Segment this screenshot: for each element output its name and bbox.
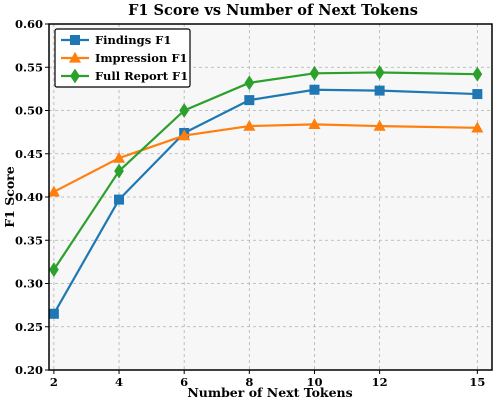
- legend: Findings F1 Impression F1 Full Report F1: [54, 28, 191, 88]
- chart-title: F1 Score vs Number of Next Tokens: [128, 2, 418, 19]
- data-point: [179, 103, 190, 118]
- y-tick-label: 0.45: [15, 147, 43, 161]
- data-point: [472, 66, 483, 82]
- axis-ticks: 2 4 6 8 10 12 15 0.20 0.25 0.30 0.35 0.40 0.45 0.50 0.…: [15, 17, 485, 389]
- y-tick-label: 0.20: [15, 363, 43, 377]
- legend-label: Full Report F1: [95, 69, 188, 83]
- legend-marker: [70, 68, 80, 84]
- x-tick-label: 2: [50, 375, 58, 389]
- data-point: [309, 84, 320, 95]
- data-point: [309, 65, 320, 81]
- y-tick-label: 0.55: [15, 60, 43, 74]
- data-point: [178, 129, 191, 141]
- series-layer: [47, 65, 484, 319]
- y-tick-label: 0.30: [15, 277, 43, 291]
- y-tick-label: 0.60: [15, 17, 43, 31]
- data-point: [374, 85, 385, 96]
- data-point: [49, 262, 59, 278]
- y-tick-label: 0.50: [15, 104, 43, 118]
- x-tick-label: 6: [180, 375, 188, 389]
- data-point: [114, 163, 124, 179]
- y-axis-label: F1 Score: [2, 166, 17, 227]
- data-point: [243, 119, 256, 131]
- y-tick-label: 0.25: [15, 320, 43, 334]
- data-point: [113, 151, 126, 163]
- data-point: [308, 118, 321, 129]
- legend-marker: [68, 51, 82, 63]
- x-tick-label: 4: [115, 375, 123, 389]
- x-tick-label: 8: [245, 375, 253, 389]
- legend-item: Findings F1: [61, 33, 171, 47]
- data-point: [244, 95, 255, 106]
- legend-label: Findings F1: [95, 33, 171, 47]
- data-point: [47, 185, 60, 197]
- data-point: [373, 119, 386, 131]
- data-point: [48, 308, 59, 319]
- y-tick-label: 0.40: [15, 190, 43, 204]
- legend-marker: [70, 35, 80, 45]
- legend-label: Impression F1: [95, 51, 187, 65]
- x-tick-label: 10: [306, 375, 322, 389]
- x-tick-label: 15: [469, 375, 485, 389]
- data-point: [472, 89, 483, 100]
- legend-item: Full Report F1: [61, 68, 188, 84]
- legend-box: [54, 28, 191, 88]
- data-point: [114, 194, 125, 205]
- data-point: [471, 121, 484, 133]
- y-tick-label: 0.35: [15, 233, 43, 247]
- x-tick-label: 12: [372, 375, 388, 389]
- legend-item: Impression F1: [61, 51, 187, 65]
- x-axis-label: Number of Next Tokens: [187, 385, 352, 400]
- data-point: [244, 75, 255, 91]
- series-impression-f1: [47, 118, 484, 197]
- data-point: [374, 65, 385, 80]
- series-full-report-f1: [49, 65, 483, 278]
